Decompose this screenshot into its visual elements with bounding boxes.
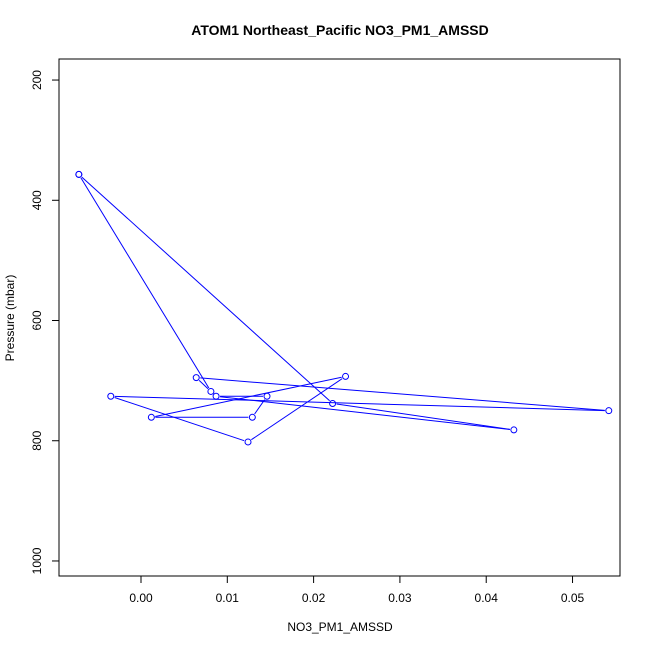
data-point	[192, 374, 200, 382]
series-line-segment	[336, 403, 510, 430]
data-point	[107, 392, 115, 400]
data-point	[329, 399, 337, 407]
x-tick-label: 0.01	[216, 591, 240, 605]
series-line-segment	[200, 377, 605, 411]
y-tick-label: 1000	[30, 547, 44, 574]
x-axis-label: NO3_PM1_AMSSD	[287, 620, 393, 634]
y-tick-label: 400	[30, 190, 44, 210]
series-line-segment	[80, 177, 210, 389]
x-tick-label: 0.05	[561, 591, 585, 605]
series-line-segment	[251, 378, 343, 441]
series-line-segment	[81, 176, 330, 402]
data-point	[263, 392, 271, 400]
y-tick-label: 600	[30, 310, 44, 330]
y-tick-label: 800	[30, 430, 44, 450]
x-axis: 0.00 0.01 0.02 0.03 0.04 0.05	[129, 575, 585, 605]
data-point	[605, 407, 613, 415]
data-point	[342, 372, 350, 380]
series-line-segment	[114, 395, 605, 412]
series-line-segment	[198, 379, 209, 390]
data-point	[244, 438, 252, 446]
data-point	[207, 387, 215, 395]
data-point	[212, 392, 220, 400]
x-tick-label: 0.04	[475, 591, 499, 605]
series-line-segment	[219, 396, 510, 430]
data-point	[147, 413, 155, 421]
chart-title: ATOM1 Northeast_Pacific NO3_PM1_AMSSD	[191, 22, 488, 38]
data-point	[75, 170, 83, 178]
series-line-segment	[114, 397, 245, 442]
x-tick-label: 0.02	[302, 591, 326, 605]
x-tick-label: 0.00	[129, 591, 153, 605]
y-axis: 200 400 600 800 1000	[30, 70, 60, 574]
series-layer	[75, 170, 613, 446]
x-tick-label: 0.03	[388, 591, 412, 605]
y-axis-label: Pressure (mbar)	[3, 275, 17, 362]
data-point	[248, 413, 256, 421]
y-tick-label: 200	[30, 70, 44, 90]
data-point	[510, 426, 518, 434]
